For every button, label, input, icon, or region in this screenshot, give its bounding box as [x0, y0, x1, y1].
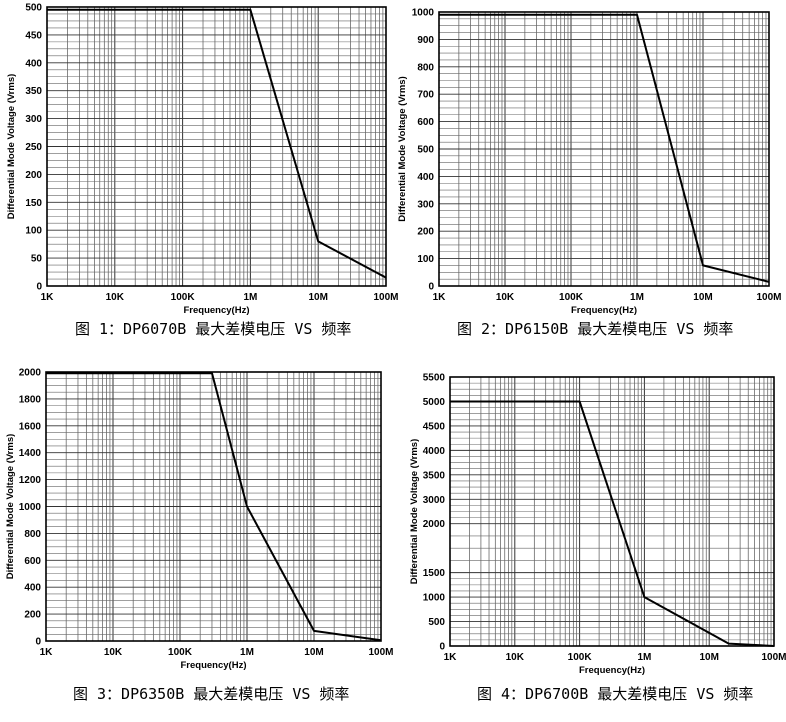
chart-4-x-tick-label: 100K [568, 652, 593, 663]
chart-1-y-tick-label: 0 [36, 282, 42, 293]
chart-3-y-axis-title: Differential Mode Voltage (Vrms) [5, 434, 16, 580]
chart-3-x-tick-label: 10K [104, 647, 123, 658]
chart-4-y-tick-label: 5000 [423, 397, 446, 408]
chart-2-x-tick-label: 10M [693, 292, 712, 303]
chart-3-x-tick-label: 1M [240, 647, 254, 658]
chart-2-y-tick-label: 400 [417, 172, 434, 183]
chart-1-plot-frame [46, 6, 387, 287]
chart-4-y-tick-label: 2000 [423, 519, 446, 530]
chart-3-x-tick-label: 100K [168, 647, 193, 658]
chart-1-y-tick-label: 450 [25, 30, 42, 41]
chart-4-x-tick-label: 10M [699, 652, 718, 663]
chart-4-plot-frame [449, 376, 775, 647]
chart-1-y-tick-label: 500 [25, 3, 42, 14]
chart-3-x-tick-label: 10M [304, 647, 323, 658]
chart-2-y-tick-label: 600 [417, 117, 434, 128]
chart-3-y-tick-label: 1200 [19, 475, 42, 486]
chart-4-y-tick-label: 4000 [423, 446, 446, 457]
chart-3-caption: 图 3：DP6350B 最大差模电压 VS 频率 [73, 685, 350, 703]
chart-4-y-tick-label: 5500 [423, 373, 446, 384]
chart-3-y-tick-label: 1400 [19, 448, 42, 459]
chart-1-y-axis-title: Differential Mode Voltage (Vrms) [6, 74, 17, 220]
chart-4-y-tick-label: 0 [439, 642, 445, 653]
chart-1-y-tick-label: 300 [25, 114, 42, 125]
chart-3-y-tick-label: 800 [24, 529, 41, 540]
chart-2-x-tick-label: 1M [630, 292, 644, 303]
chart-2-x-axis-title: Frequency(Hz) [571, 305, 637, 316]
chart-2-x-tick-label: 100M [756, 292, 781, 303]
chart-2-y-tick-label: 0 [428, 282, 434, 293]
chart-1-x-tick-label: 10K [106, 292, 125, 303]
chart-1-y-tick-label: 200 [25, 170, 42, 181]
chart-2-y-tick-label: 300 [417, 199, 434, 210]
chart-4-y-tick-label: 4500 [423, 421, 446, 432]
chart-2-y-tick-label: 900 [417, 35, 434, 46]
chart-1-caption: 图 1：DP6070B 最大差模电压 VS 频率 [75, 320, 352, 338]
chart-4-x-tick-label: 1K [444, 652, 458, 663]
chart-4-x-axis-title: Frequency(Hz) [579, 665, 645, 676]
chart-2-y-tick-label: 800 [417, 62, 434, 73]
chart-4-series-line [450, 400, 775, 647]
chart-4-x-tick-label: 1M [637, 652, 651, 663]
chart-2-x-tick-label: 100K [559, 292, 584, 303]
chart-4-y-tick-label: 1000 [423, 593, 446, 604]
chart-3-y-tick-label: 1800 [19, 394, 42, 405]
chart-1-x-tick-label: 1M [243, 292, 257, 303]
chart-2-plot-frame [438, 11, 770, 287]
chart-1-x-tick-label: 10M [308, 292, 327, 303]
chart-3-x-tick-label: 1K [40, 647, 54, 658]
chart-1-x-axis-title: Frequency(Hz) [184, 305, 250, 316]
chart-2-y-tick-label: 200 [417, 227, 434, 238]
chart-1-y-tick-label: 250 [25, 142, 42, 153]
chart-3-y-tick-label: 0 [35, 637, 41, 648]
chart-3-plot-frame [45, 371, 382, 642]
chart-4-y-tick-label: 3500 [423, 470, 446, 481]
chart-4-y-axis-title: Differential Mode Voltage (Vrms) [409, 439, 420, 585]
chart-4-y-tick-label: 500 [428, 617, 445, 628]
chart-1-y-tick-label: 350 [25, 86, 42, 97]
chart-3-series-line [46, 372, 382, 642]
chart-2-y-tick-label: 1000 [412, 8, 435, 19]
chart-4-caption: 图 4：DP6700B 最大差模电压 VS 频率 [477, 685, 754, 703]
chart-1-y-tick-label: 50 [31, 254, 43, 265]
chart-2-y-tick-label: 700 [417, 90, 434, 101]
chart-3-x-axis-title: Frequency(Hz) [181, 660, 247, 671]
chart-1-y-tick-label: 150 [25, 198, 42, 209]
chart-4-y-tick-label: 1500 [423, 568, 446, 579]
chart-3-y-tick-label: 1000 [19, 502, 42, 513]
chart-1-x-tick-label: 100M [373, 292, 398, 303]
chart-2-y-tick-label: 100 [417, 254, 434, 265]
chart-1-series-line [47, 8, 387, 279]
chart-1-y-tick-label: 400 [25, 58, 42, 69]
chart-4-x-tick-label: 100M [761, 652, 786, 663]
chart-2-y-axis-title: Differential Mode Voltage (Vrms) [397, 76, 408, 222]
chart-1-y-tick-label: 100 [25, 226, 42, 237]
chart-2-x-tick-label: 1K [433, 292, 447, 303]
chart-2-caption: 图 2：DP6150B 最大差模电压 VS 频率 [457, 320, 734, 338]
chart-3-y-tick-label: 2000 [19, 368, 42, 379]
chart-3-y-tick-label: 400 [24, 583, 41, 594]
chart-4-x-tick-label: 10K [506, 652, 525, 663]
chart-3-x-tick-label: 100M [368, 647, 393, 658]
chart-4-y-tick-label: 3000 [423, 495, 446, 506]
chart-1-x-tick-label: 100K [171, 292, 196, 303]
chart-3-y-tick-label: 200 [24, 610, 41, 621]
chart-2-x-tick-label: 10K [496, 292, 515, 303]
chart-3-y-tick-label: 600 [24, 556, 41, 567]
chart-2-y-tick-label: 500 [417, 145, 434, 156]
chart-1-x-tick-label: 1K [41, 292, 55, 303]
chart-2-series-line [439, 13, 770, 283]
chart-3-y-tick-label: 1600 [19, 421, 42, 432]
